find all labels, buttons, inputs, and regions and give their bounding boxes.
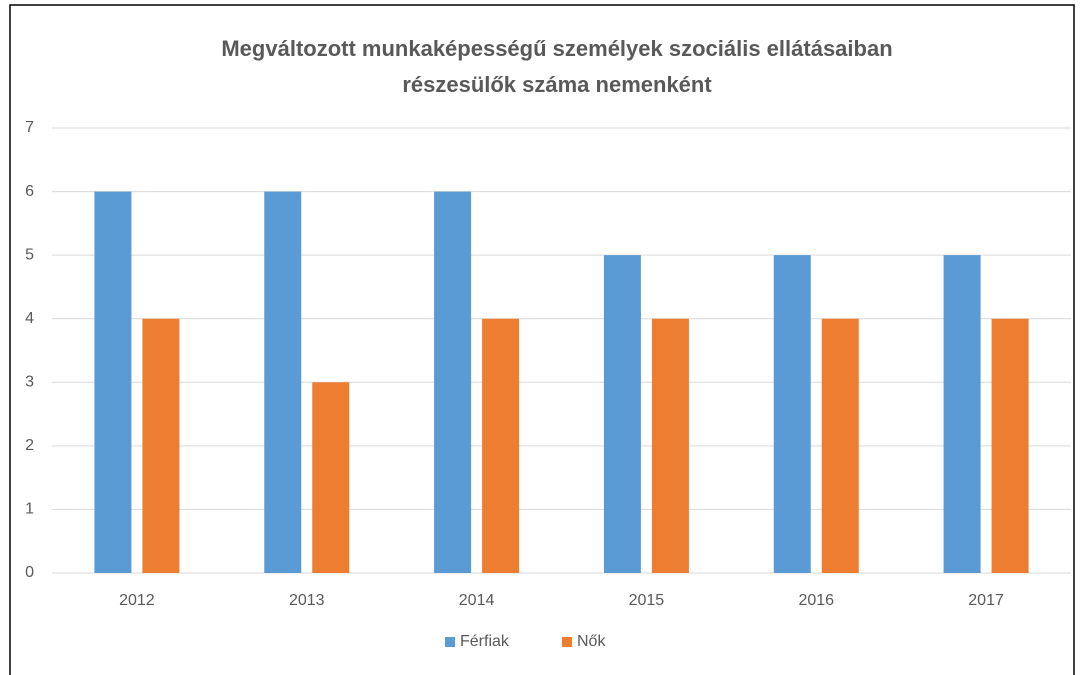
y-tick-label: 4 <box>25 310 34 327</box>
x-tick-label: 2017 <box>968 592 1004 609</box>
chart-title: részesülők száma nemenként <box>402 72 712 97</box>
bar <box>264 191 302 574</box>
y-tick-label: 0 <box>25 564 34 581</box>
bar <box>773 255 811 573</box>
bar <box>651 318 689 573</box>
bar <box>991 318 1029 573</box>
x-tick-label: 2015 <box>629 592 665 609</box>
legend-swatch <box>562 637 572 647</box>
y-tick-label: 3 <box>25 374 34 391</box>
chart-border <box>9 4 1075 675</box>
y-tick-label: 2 <box>25 437 34 454</box>
x-tick-label: 2016 <box>798 592 834 609</box>
bar <box>434 191 472 574</box>
chart-title: Megváltozott munkaképességű személyek sz… <box>221 36 892 61</box>
bar <box>312 382 350 573</box>
legend-swatch <box>445 637 455 647</box>
x-tick-label: 2012 <box>119 592 155 609</box>
bar <box>821 318 859 573</box>
legend-label: Nők <box>577 633 606 650</box>
bar <box>482 318 520 573</box>
bar <box>94 191 132 574</box>
bar <box>142 318 180 573</box>
y-tick-label: 1 <box>25 501 34 518</box>
legend-label: Férfiak <box>460 633 510 650</box>
x-tick-label: 2013 <box>289 592 325 609</box>
bar <box>603 255 641 573</box>
y-tick-label: 7 <box>25 119 34 136</box>
bar <box>943 255 981 573</box>
x-tick-label: 2014 <box>459 592 495 609</box>
y-tick-label: 6 <box>25 183 34 200</box>
y-tick-label: 5 <box>25 246 34 263</box>
